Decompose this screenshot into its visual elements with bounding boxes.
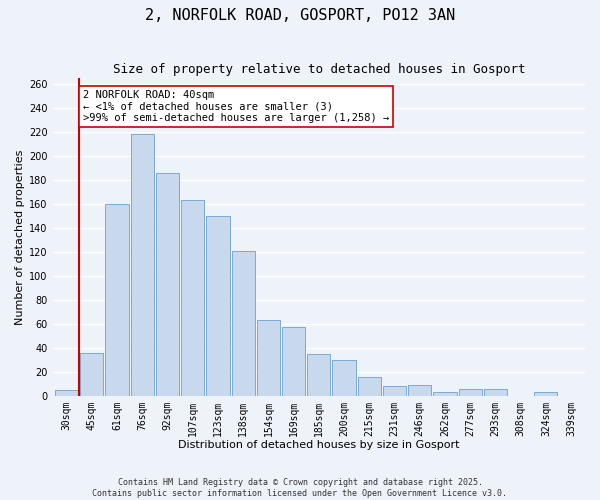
X-axis label: Distribution of detached houses by size in Gosport: Distribution of detached houses by size … — [178, 440, 460, 450]
Bar — [206, 216, 230, 396]
Bar — [257, 320, 280, 396]
Y-axis label: Number of detached properties: Number of detached properties — [15, 149, 25, 324]
Bar — [282, 328, 305, 396]
Text: 2 NORFOLK ROAD: 40sqm
← <1% of detached houses are smaller (3)
>99% of semi-deta: 2 NORFOLK ROAD: 40sqm ← <1% of detached … — [83, 90, 389, 123]
Bar — [55, 390, 78, 396]
Bar — [332, 360, 356, 396]
Bar — [80, 352, 103, 396]
Bar — [408, 385, 431, 396]
Bar — [433, 392, 457, 396]
Bar — [156, 173, 179, 396]
Text: Contains HM Land Registry data © Crown copyright and database right 2025.
Contai: Contains HM Land Registry data © Crown c… — [92, 478, 508, 498]
Bar — [534, 392, 557, 396]
Bar — [106, 204, 128, 396]
Bar — [383, 386, 406, 396]
Bar — [181, 200, 204, 396]
Bar — [358, 376, 381, 396]
Bar — [131, 134, 154, 396]
Bar — [307, 354, 331, 396]
Bar — [484, 388, 507, 396]
Bar — [232, 250, 255, 396]
Text: 2, NORFOLK ROAD, GOSPORT, PO12 3AN: 2, NORFOLK ROAD, GOSPORT, PO12 3AN — [145, 8, 455, 22]
Bar — [458, 388, 482, 396]
Title: Size of property relative to detached houses in Gosport: Size of property relative to detached ho… — [113, 62, 525, 76]
